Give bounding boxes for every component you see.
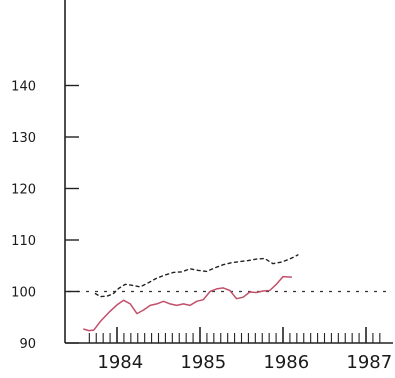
y-tick-label: 140 (11, 80, 36, 95)
series-group (83, 254, 299, 332)
y-tick-label: 100 (11, 286, 36, 301)
x-year-label: 1985 (180, 352, 226, 373)
x-year-label: 1987 (346, 352, 392, 373)
series-line-solid (83, 275, 293, 332)
y-tick-label: 120 (11, 183, 36, 198)
x-year-label: 1984 (97, 352, 143, 373)
y-tick-label: 110 (11, 234, 36, 249)
series-line-dashed (94, 254, 299, 298)
x-year-label: 1986 (263, 352, 309, 373)
y-tick-label: 130 (11, 131, 36, 146)
y-tick-label: 90 (19, 337, 36, 352)
axes-group (64, 0, 393, 344)
labels-group: 90 100 110 120 130 140 1984 1985 1986 1987 (11, 80, 392, 374)
